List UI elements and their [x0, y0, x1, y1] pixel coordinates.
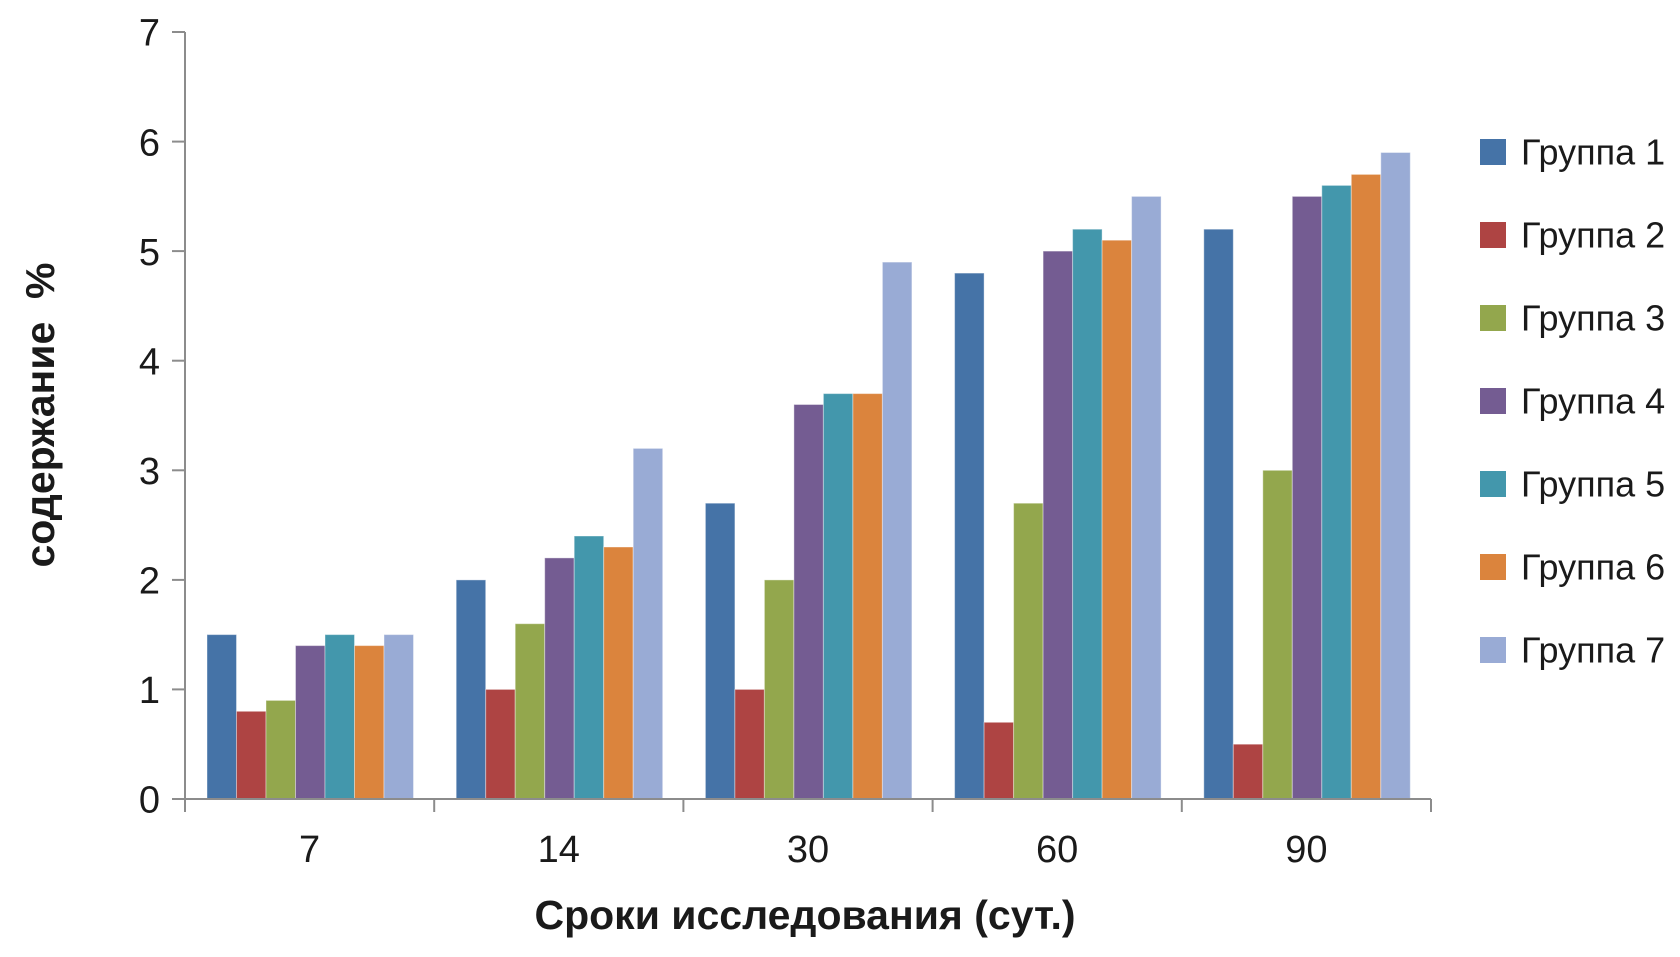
bar-группа-4-cat-90	[1291, 195, 1323, 800]
series-5	[324, 184, 1352, 800]
bar-группа-5-cat-7	[324, 634, 355, 800]
bar-группа-3-cat-14	[514, 623, 546, 800]
bar-группа-2-cat-7	[236, 710, 267, 800]
bar-группа-7-cat-30	[881, 261, 913, 800]
legend-label-2: Группа 2	[1521, 215, 1665, 256]
y-tick-label-4: 4	[139, 341, 160, 383]
bar-группа-3-cat-60	[1013, 502, 1044, 800]
legend-label-1: Группа 1	[1521, 132, 1665, 173]
x-category-label-30: 30	[787, 829, 829, 871]
bar-группа-6-cat-7	[354, 645, 385, 800]
legend-item-1: Группа 1	[1480, 132, 1665, 173]
legend-swatch-2	[1480, 222, 1506, 248]
legend-swatch-4	[1480, 388, 1506, 414]
bar-группа-6-cat-30	[852, 393, 883, 800]
bar-группа-1-cat-7	[206, 634, 237, 800]
x-axis-title: Сроки исследования (сут.)	[534, 892, 1075, 938]
bar-группа-6-cat-60	[1101, 239, 1133, 800]
y-tick-label-5: 5	[139, 232, 160, 274]
x-axis-category-labels: 7 14 30 60 90	[299, 829, 1328, 871]
bar-группа-5-cat-90	[1321, 184, 1352, 800]
bar-группа-5-cat-30	[822, 393, 854, 800]
bar-группа-4-cat-7	[295, 645, 326, 800]
bar-группа-6-cat-90	[1350, 173, 1382, 800]
x-category-label-7: 7	[299, 829, 320, 871]
x-category-label-90: 90	[1285, 829, 1327, 871]
bar-группа-2-cat-14	[485, 688, 516, 800]
legend-item-4: Группа 4	[1480, 381, 1665, 422]
series-4	[295, 195, 1323, 800]
y-tick-label-7: 7	[139, 13, 160, 55]
bar-группа-4-cat-14	[544, 557, 575, 800]
y-tick-label-0: 0	[139, 780, 160, 822]
bar-группа-7-cat-90	[1380, 152, 1411, 800]
legend-item-5: Группа 5	[1480, 464, 1665, 505]
legend-label-5: Группа 5	[1521, 464, 1665, 505]
bar-группа-3-cat-30	[763, 579, 795, 800]
y-tick-label-3: 3	[139, 451, 160, 493]
bar-группа-3-cat-90	[1262, 469, 1293, 800]
legend-item-3: Группа 3	[1480, 298, 1665, 339]
x-category-label-60: 60	[1036, 829, 1078, 871]
legend-swatch-3	[1480, 305, 1506, 331]
bar-группа-7-cat-60	[1131, 195, 1162, 800]
bar-группа-2-cat-30	[734, 688, 765, 800]
bar-группа-5-cat-14	[573, 535, 605, 800]
axes-layer	[172, 31, 1432, 812]
bar-группа-1-cat-30	[704, 502, 736, 800]
legend-label-7: Группа 7	[1521, 630, 1665, 671]
legend-swatch-1	[1480, 139, 1506, 165]
series-7	[383, 152, 1411, 800]
bar-группа-7-cat-14	[632, 447, 664, 800]
legend-item-2: Группа 2	[1480, 215, 1665, 256]
bar-группа-6-cat-14	[603, 546, 634, 800]
legend-item-7: Группа 7	[1480, 630, 1665, 671]
bar-группа-1-cat-14	[455, 579, 487, 800]
y-tick-label-1: 1	[139, 670, 160, 712]
bar-группа-4-cat-30	[793, 404, 824, 800]
y-axis-title: содержание %	[17, 262, 63, 567]
series-3	[265, 469, 1293, 800]
legend-label-4: Группа 4	[1521, 381, 1665, 422]
bars-layer	[206, 152, 1411, 800]
bar-группа-5-cat-60	[1072, 228, 1103, 800]
legend-label-3: Группа 3	[1521, 298, 1665, 339]
y-tick-label-2: 2	[139, 561, 160, 603]
series-1	[206, 228, 1234, 800]
legend-swatch-5	[1480, 471, 1506, 497]
legend-item-6: Группа 6	[1480, 547, 1665, 588]
bar-группа-4-cat-60	[1042, 250, 1074, 800]
legend: Группа 1 Группа 2 Группа 3 Группа 4 Группа 5…	[1480, 132, 1665, 671]
bar-группа-1-cat-60	[954, 272, 985, 800]
bar-группа-2-cat-60	[983, 721, 1015, 800]
legend-label-6: Группа 6	[1521, 547, 1665, 588]
x-category-label-14: 14	[538, 829, 580, 871]
y-tick-label-6: 6	[139, 122, 160, 164]
legend-swatch-7	[1480, 637, 1506, 663]
bar-группа-2-cat-90	[1232, 743, 1264, 800]
y-axis-tick-labels: 0 1 2 3 4 5 6 7	[139, 13, 160, 822]
bar-группа-7-cat-7	[383, 634, 414, 800]
bar-группа-3-cat-7	[265, 699, 296, 800]
bar-группа-1-cat-90	[1203, 228, 1234, 800]
legend-swatch-6	[1480, 554, 1506, 580]
